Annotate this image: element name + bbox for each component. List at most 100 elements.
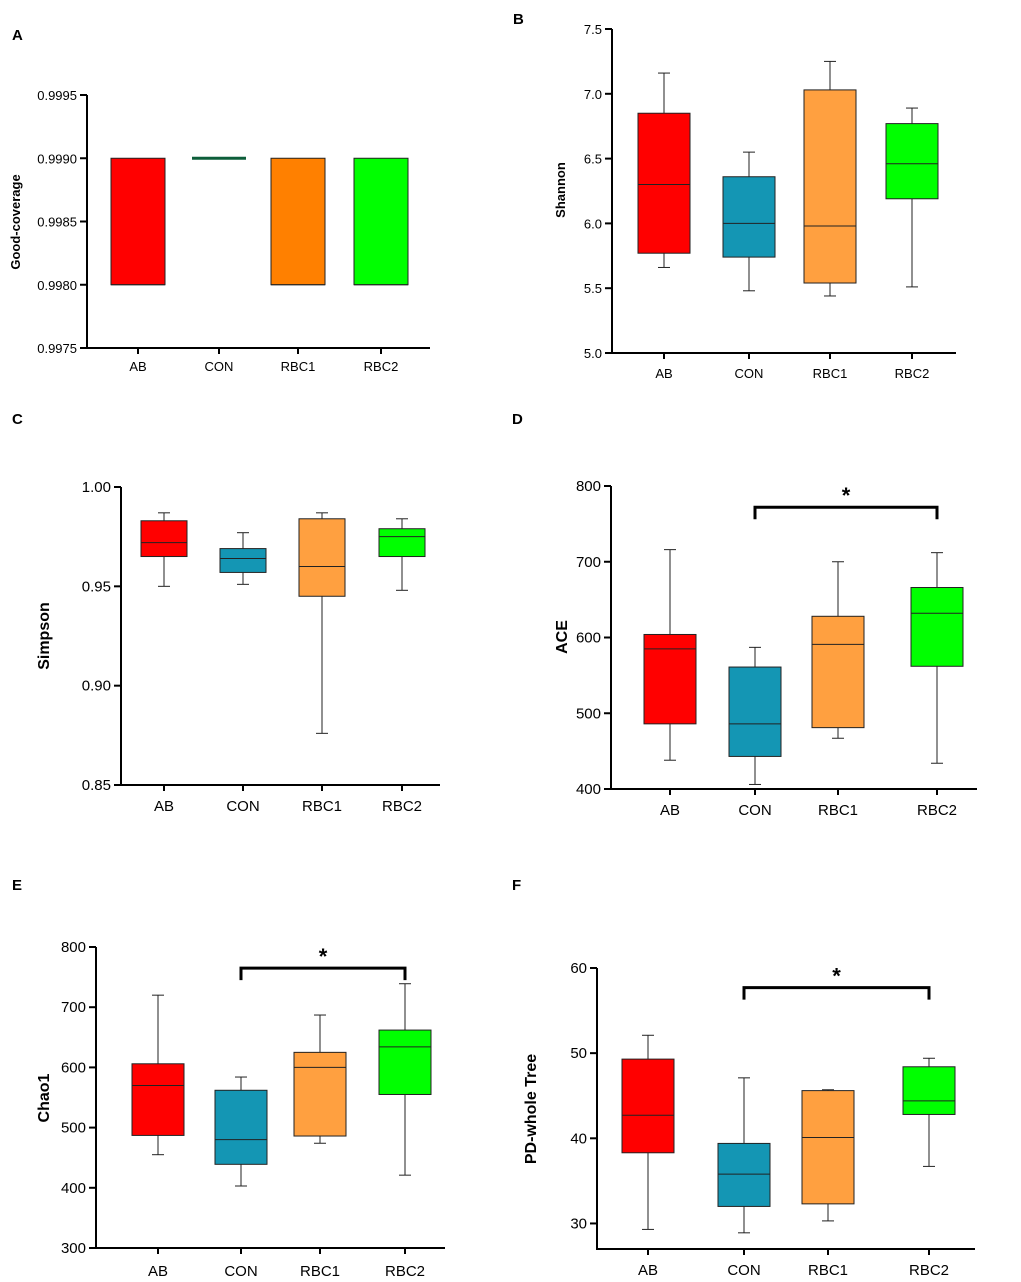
x-tick-label: CON <box>727 1262 760 1279</box>
box-rbc2 <box>353 157 409 286</box>
box-iqr <box>378 528 426 558</box>
box-iqr <box>270 157 326 286</box>
y-tick-label: 0.9980 <box>37 278 77 293</box>
x-tick-label: RBC1 <box>300 1263 340 1280</box>
x-tick-label: RBC2 <box>364 359 399 374</box>
box-iqr <box>140 520 188 558</box>
box-ab <box>621 1034 675 1230</box>
y-axis-label: ACE <box>554 620 571 654</box>
x-tick-label: AB <box>655 366 672 381</box>
box-iqr <box>378 1029 432 1095</box>
panel-letter: F <box>512 877 521 894</box>
box-rbc1 <box>811 561 865 739</box>
y-tick-label: 7.5 <box>584 22 602 37</box>
box-rbc1 <box>298 512 346 734</box>
y-tick-label: 400 <box>576 781 601 798</box>
chart-panel-c: C Simpson 0.85 0.90 0.95 1.00 AB CON RBC1 RBC2 <box>12 411 440 815</box>
x-tick-label: RBC2 <box>382 798 422 815</box>
y-tick-label: 50 <box>570 1045 587 1062</box>
y-tick-label: 40 <box>570 1130 587 1147</box>
y-tick-label: 5.5 <box>584 281 602 296</box>
box-rbc1 <box>293 1014 347 1144</box>
x-tick-label: RBC1 <box>302 798 342 815</box>
box-iqr <box>110 157 166 286</box>
y-tick-label: 500 <box>576 705 601 722</box>
y-axis-label: Shannon <box>553 162 568 218</box>
box-iqr <box>885 123 939 200</box>
box-con <box>722 151 776 292</box>
y-tick-label: 0.90 <box>82 678 111 695</box>
x-tick-label: AB <box>129 359 146 374</box>
y-tick-label: 800 <box>576 478 601 495</box>
x-tick-label: RBC2 <box>917 802 957 819</box>
x-tick-label: RBC1 <box>813 366 848 381</box>
box-iqr <box>219 548 267 573</box>
box-iqr <box>803 89 857 284</box>
y-tick-label: 0.85 <box>82 777 111 794</box>
box-iqr <box>353 157 409 286</box>
box-ab <box>131 994 185 1156</box>
box-iqr <box>637 112 691 254</box>
y-tick-label: 0.9995 <box>37 88 77 103</box>
panel-letter: D <box>512 411 523 428</box>
box-ab <box>110 157 166 286</box>
significance-label: * <box>319 944 328 969</box>
box-iqr <box>131 1063 185 1136</box>
y-axis-label: Chao1 <box>36 1073 53 1122</box>
box-rbc2 <box>885 107 939 288</box>
box-rbc1 <box>270 157 326 286</box>
y-tick-label: 1.00 <box>82 479 111 496</box>
x-tick-label: RBC1 <box>818 802 858 819</box>
y-tick-label: 6.0 <box>584 216 602 231</box>
box-iqr <box>643 633 697 725</box>
x-tick-label: RBC2 <box>895 366 930 381</box>
x-tick-label: AB <box>638 1262 658 1279</box>
box-rbc1 <box>801 1089 855 1222</box>
y-tick-label: 30 <box>570 1215 587 1232</box>
box-ab <box>637 72 691 268</box>
y-tick-label: 400 <box>61 1180 86 1197</box>
y-axis-label: Good-coverage <box>8 174 23 269</box>
box-rbc2 <box>378 983 432 1176</box>
box-iqr <box>910 587 964 667</box>
significance-bracket-line <box>753 505 939 520</box>
y-tick-label: 0.95 <box>82 578 111 595</box>
x-tick-label: CON <box>224 1263 257 1280</box>
significance-bracket: * <box>753 483 939 520</box>
box-iqr <box>293 1051 347 1137</box>
box-con <box>728 646 782 785</box>
x-tick-label: RBC2 <box>385 1263 425 1280</box>
panel-letter: C <box>12 411 23 428</box>
significance-bracket: * <box>742 964 931 1000</box>
y-tick-label: 700 <box>61 999 86 1016</box>
y-tick-label: 60 <box>570 960 587 977</box>
x-tick-label: AB <box>148 1263 168 1280</box>
chart-panel-f: F PD-whole Tree 30 40 50 60 AB CON RBC1 RBC2 * <box>512 877 975 1279</box>
box-con <box>214 1076 268 1187</box>
y-tick-label: 700 <box>576 554 601 571</box>
y-axis-label: Simpson <box>36 602 53 670</box>
x-tick-label: CON <box>738 802 771 819</box>
significance-label: * <box>842 483 851 508</box>
box-iqr <box>811 615 865 729</box>
x-tick-label: CON <box>735 366 764 381</box>
x-tick-label: RBC2 <box>909 1262 949 1279</box>
chart-panel-b: B Shannon 5.0 5.5 6.0 6.5 7.0 7.5 AB CON RBC1 RBC2 <box>513 11 956 381</box>
y-tick-label: 5.0 <box>584 346 602 361</box>
x-tick-label: AB <box>154 798 174 815</box>
panel-letter: E <box>12 877 22 894</box>
x-tick-label: CON <box>205 359 234 374</box>
x-tick-label: RBC1 <box>281 359 316 374</box>
x-tick-label: RBC1 <box>808 1262 848 1279</box>
y-axis-label: PD-whole Tree <box>523 1054 540 1164</box>
box-rbc2 <box>902 1057 956 1167</box>
box-iqr <box>717 1142 771 1207</box>
y-tick-label: 500 <box>61 1120 86 1137</box>
panel-letter: A <box>12 27 23 44</box>
chart-panel-d: D ACE 400 500 600 700 800 AB CON RBC1 RBC2 * <box>512 411 977 819</box>
box-iqr <box>214 1089 268 1165</box>
box-rbc1 <box>803 60 857 297</box>
box-iqr <box>902 1066 956 1115</box>
chart-panel-a: A Good-coverage 0.9975 0.9980 0.9985 0.9990 0.… <box>8 27 430 374</box>
